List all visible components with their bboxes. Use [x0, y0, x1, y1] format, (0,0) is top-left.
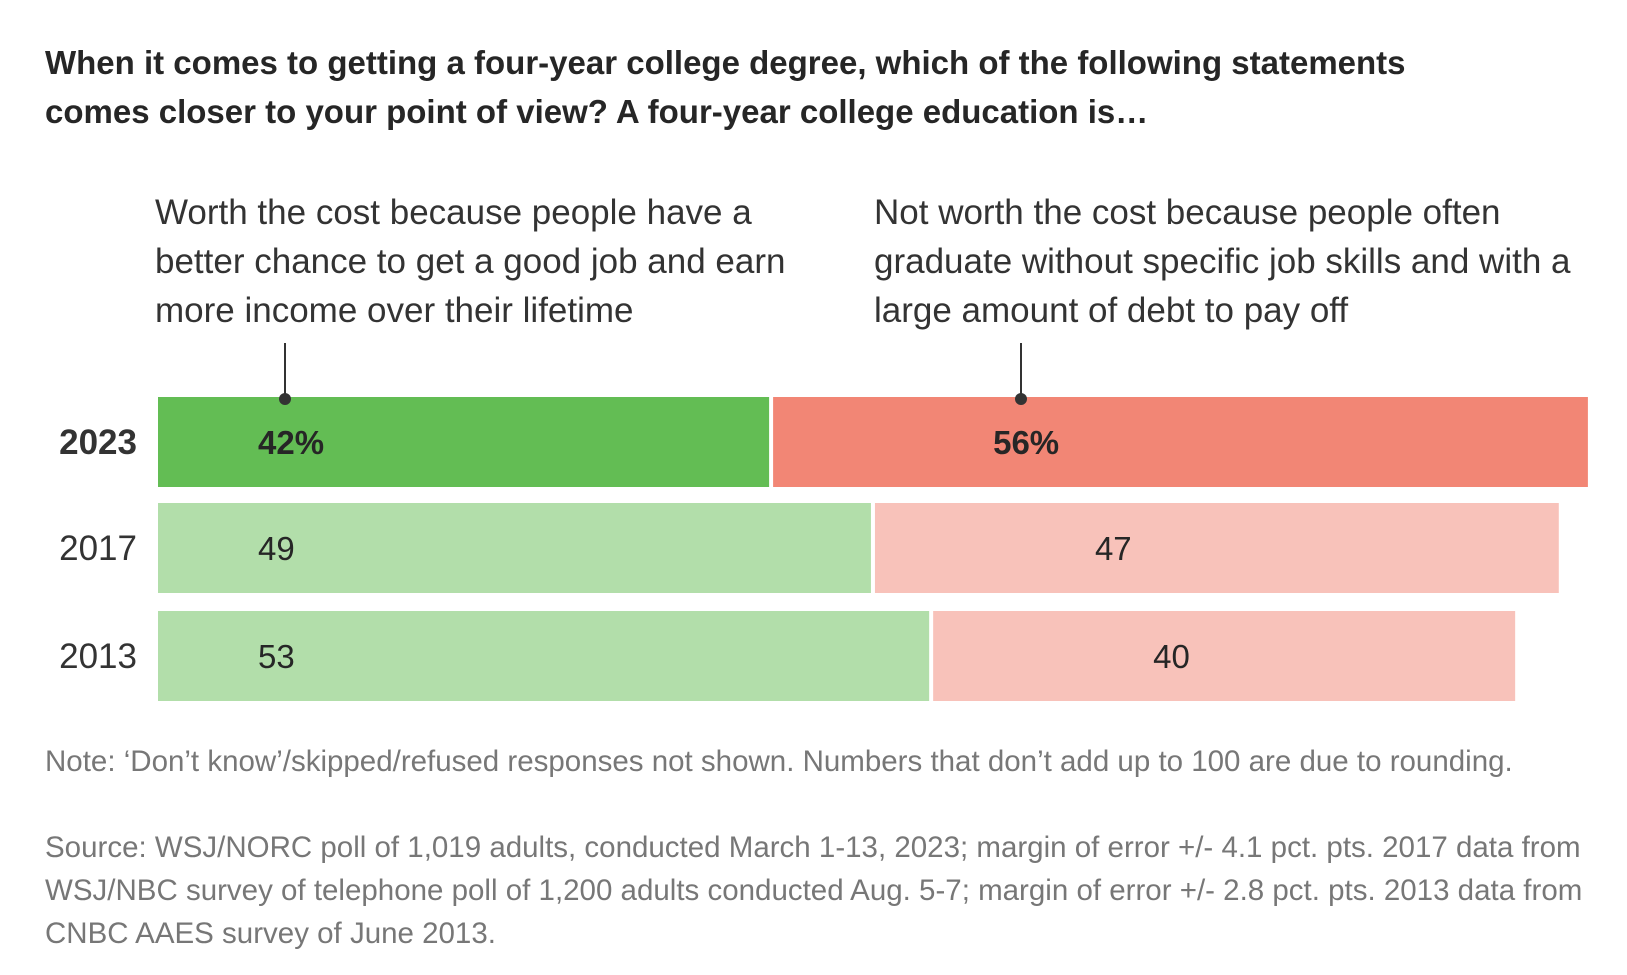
bar-worth-2013	[158, 611, 930, 701]
bar-not-worth-2023	[773, 397, 1588, 487]
footnote-note: Note: ‘Don’t know’/skipped/refused respo…	[45, 745, 1513, 778]
row-label-2023: 2023	[59, 423, 137, 462]
row-label-2017: 2017	[59, 529, 137, 568]
row-label-2013: 2013	[59, 637, 137, 676]
data-label-not-worth-2017: 47	[1095, 530, 1132, 567]
bar-worth-2023	[158, 397, 770, 487]
data-label-worth-2017: 49	[258, 530, 295, 567]
data-label-worth-2023: 42%	[258, 424, 324, 461]
leader-worth-dot	[279, 393, 291, 405]
data-label-not-worth-2013: 40	[1153, 638, 1190, 675]
legend-not-worth-label: Not worth the cost because people often …	[874, 193, 1571, 330]
chart-title: When it comes to getting a four-year col…	[45, 44, 1406, 130]
bar-worth-2017	[158, 503, 871, 593]
legend-worth-label: Worth the cost because people have a bet…	[155, 193, 786, 330]
footnote-source: Source: WSJ/NORC poll of 1,019 adults, c…	[45, 831, 1583, 950]
data-label-not-worth-2023: 56%	[993, 424, 1059, 461]
data-label-worth-2013: 53	[258, 638, 295, 675]
leader-not-worth-dot	[1015, 393, 1027, 405]
bar-not-worth-2017	[874, 503, 1559, 593]
bar-not-worth-2013	[933, 611, 1516, 701]
